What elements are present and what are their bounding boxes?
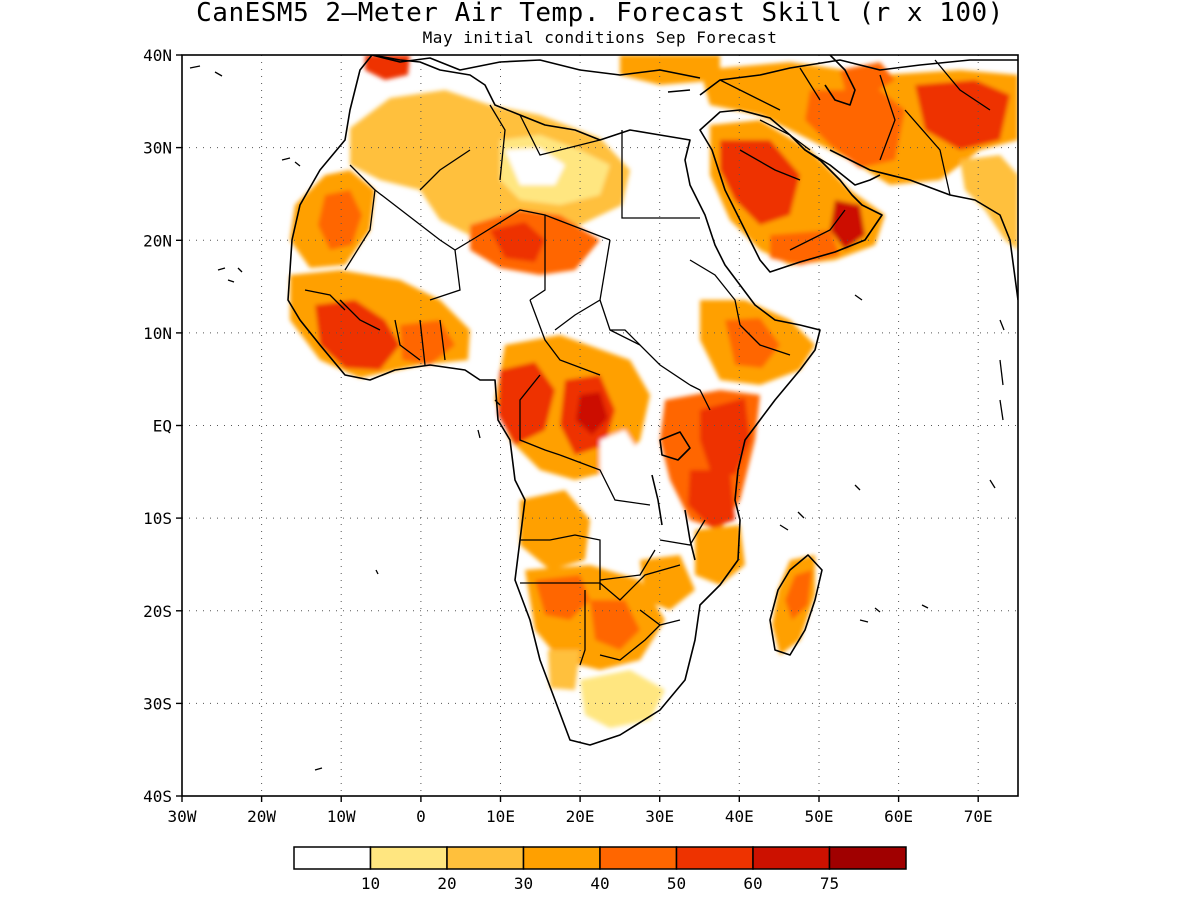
lon-label-0: 0 — [416, 807, 426, 826]
lon-label-60e: 60E — [884, 807, 913, 826]
shade-madagascar-core — [785, 570, 812, 620]
shade-kenya — [700, 398, 750, 475]
cyprus — [667, 89, 691, 93]
shade-iran-core — [805, 90, 905, 168]
arabia-coastline — [699, 109, 883, 273]
shade-west-africa-core — [315, 300, 400, 370]
colorbar-box-6 — [752, 846, 831, 870]
shade-ethiopia-core — [725, 318, 780, 368]
map-area — [182, 55, 1018, 796]
colorbar-label-40: 40 — [590, 874, 609, 893]
lat-label-40n: 40N — [143, 46, 172, 65]
lat-labels: 40N 30N 20N 10N EQ 10S 20S 30S 40S — [143, 46, 172, 806]
shade-afghanistan-core — [915, 80, 1010, 150]
lon-label-20e: 20E — [566, 807, 595, 826]
shade-tanzania-core — [688, 470, 735, 528]
map-title: CanESM5 2–Meter Air Temp. Forecast Skill… — [196, 0, 1004, 28]
iran-coastline — [829, 149, 1018, 301]
lat-label-eq: EQ — [153, 417, 172, 436]
colorbar-box-7 — [828, 846, 907, 870]
shade-south-africa-west — [548, 650, 580, 690]
colorbar-boxes — [293, 846, 907, 870]
lat-label-30s: 30S — [143, 694, 172, 713]
lon-label-40e: 40E — [725, 807, 754, 826]
lon-label-50e: 50E — [805, 807, 834, 826]
shade-oman-core — [830, 200, 865, 250]
colorbar-label-50: 50 — [667, 874, 686, 893]
islands — [189, 65, 1005, 771]
colorbar-label-10: 10 — [361, 874, 380, 893]
colorbar-label-75: 75 — [820, 874, 839, 893]
lake-victoria — [659, 431, 691, 461]
madagascar-coastline — [769, 554, 823, 656]
tick-marks — [176, 54, 979, 802]
shade-angola — [520, 490, 590, 570]
caspian-sea — [824, 55, 856, 106]
lon-label-10w: 10W — [327, 807, 356, 826]
colorbar-box-3 — [522, 846, 601, 870]
shade-sahel-core — [490, 222, 545, 262]
shade-congo-core — [576, 392, 608, 435]
lat-label-10n: 10N — [143, 324, 172, 343]
shade-congo — [498, 362, 555, 445]
lon-label-20w: 20W — [247, 807, 276, 826]
shade-south-africa — [580, 670, 665, 728]
lat-label-20s: 20S — [143, 602, 172, 621]
colorbar-box-4 — [599, 846, 678, 870]
africa-coastline — [287, 55, 821, 746]
shade-namibia-core — [535, 575, 590, 620]
lake-malawi — [684, 509, 696, 561]
lat-label-30n: 30N — [143, 139, 172, 158]
shade-india — [960, 155, 1018, 250]
persian-gulf — [804, 149, 881, 186]
middle-east-north — [699, 59, 1018, 96]
colorbar-labels: 10 20 30 40 50 60 75 — [361, 874, 839, 893]
lon-label-10e: 10E — [486, 807, 515, 826]
colorbar-label-20: 20 — [437, 874, 456, 893]
colorbar-label-30: 30 — [514, 874, 533, 893]
lon-label-30w: 30W — [168, 807, 197, 826]
country-borders — [304, 59, 991, 666]
colorbar-box-5 — [675, 846, 754, 870]
shade-west-sahara-core — [318, 190, 362, 250]
lat-label-10s: 10S — [143, 509, 172, 528]
colorbar-box-2 — [446, 846, 525, 870]
colorbar: 10 20 30 40 50 60 75 — [293, 846, 907, 893]
colorbar-label-60: 60 — [743, 874, 762, 893]
lake-tanganyika — [651, 474, 663, 526]
mediterranean-north — [371, 55, 701, 79]
shade-mozambique — [695, 525, 745, 585]
colorbar-box-1 — [369, 846, 448, 870]
lon-label-70e: 70E — [964, 807, 993, 826]
shade-zimbabwe — [640, 555, 695, 610]
map-subtitle: May initial conditions Sep Forecast — [422, 28, 778, 47]
lat-label-40s: 40S — [143, 787, 172, 806]
shade-arabia-core — [720, 140, 800, 225]
skill-shading — [290, 55, 1018, 728]
colorbar-box-0 — [293, 846, 372, 870]
coastlines — [287, 55, 1018, 746]
lat-label-20n: 20N — [143, 231, 172, 250]
shade-sahara-white — [505, 148, 565, 185]
shade-botswana-core — [590, 600, 640, 650]
shade-congo-white — [600, 430, 650, 500]
lon-label-30e: 30E — [645, 807, 674, 826]
lon-labels: 30W 20W 10W 0 10E 20E 30E 40E 50E 60E 70… — [168, 807, 993, 826]
